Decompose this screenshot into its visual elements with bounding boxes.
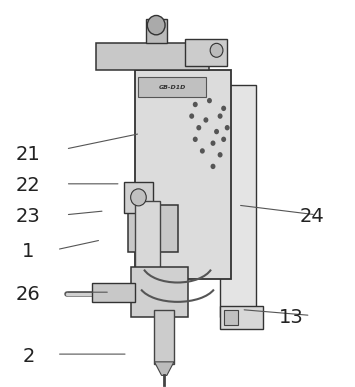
Circle shape bbox=[211, 164, 215, 169]
Circle shape bbox=[147, 15, 165, 35]
Circle shape bbox=[218, 113, 223, 119]
Text: GB-D1D: GB-D1D bbox=[158, 85, 186, 89]
Bar bbox=[124, 182, 153, 213]
Circle shape bbox=[225, 125, 230, 130]
Bar bbox=[135, 201, 160, 279]
Text: 13: 13 bbox=[279, 308, 304, 327]
Circle shape bbox=[131, 189, 146, 206]
Bar bbox=[154, 310, 174, 364]
Bar bbox=[220, 85, 256, 317]
Circle shape bbox=[210, 43, 223, 57]
Circle shape bbox=[207, 98, 212, 103]
Circle shape bbox=[203, 117, 208, 123]
Bar bbox=[92, 283, 135, 302]
Bar bbox=[185, 39, 227, 66]
Text: 24: 24 bbox=[300, 207, 325, 226]
Text: 22: 22 bbox=[16, 176, 41, 195]
Bar bbox=[96, 43, 209, 70]
Circle shape bbox=[193, 137, 198, 142]
Circle shape bbox=[218, 152, 223, 158]
Text: 2: 2 bbox=[22, 346, 34, 366]
Polygon shape bbox=[154, 362, 174, 375]
Circle shape bbox=[221, 106, 226, 111]
Circle shape bbox=[214, 129, 219, 134]
Circle shape bbox=[189, 113, 194, 119]
Bar bbox=[220, 306, 263, 329]
Bar bbox=[138, 77, 206, 97]
Circle shape bbox=[211, 140, 215, 146]
Text: 21: 21 bbox=[16, 145, 41, 164]
Bar bbox=[135, 70, 231, 279]
Circle shape bbox=[196, 125, 201, 130]
Text: 1: 1 bbox=[22, 242, 34, 261]
Text: 23: 23 bbox=[16, 207, 41, 226]
Bar bbox=[128, 205, 178, 252]
Bar bbox=[146, 19, 167, 43]
Circle shape bbox=[193, 102, 198, 107]
Bar bbox=[131, 267, 188, 317]
Bar bbox=[224, 310, 238, 325]
Text: 26: 26 bbox=[16, 284, 41, 304]
Circle shape bbox=[221, 137, 226, 142]
Circle shape bbox=[200, 148, 205, 154]
